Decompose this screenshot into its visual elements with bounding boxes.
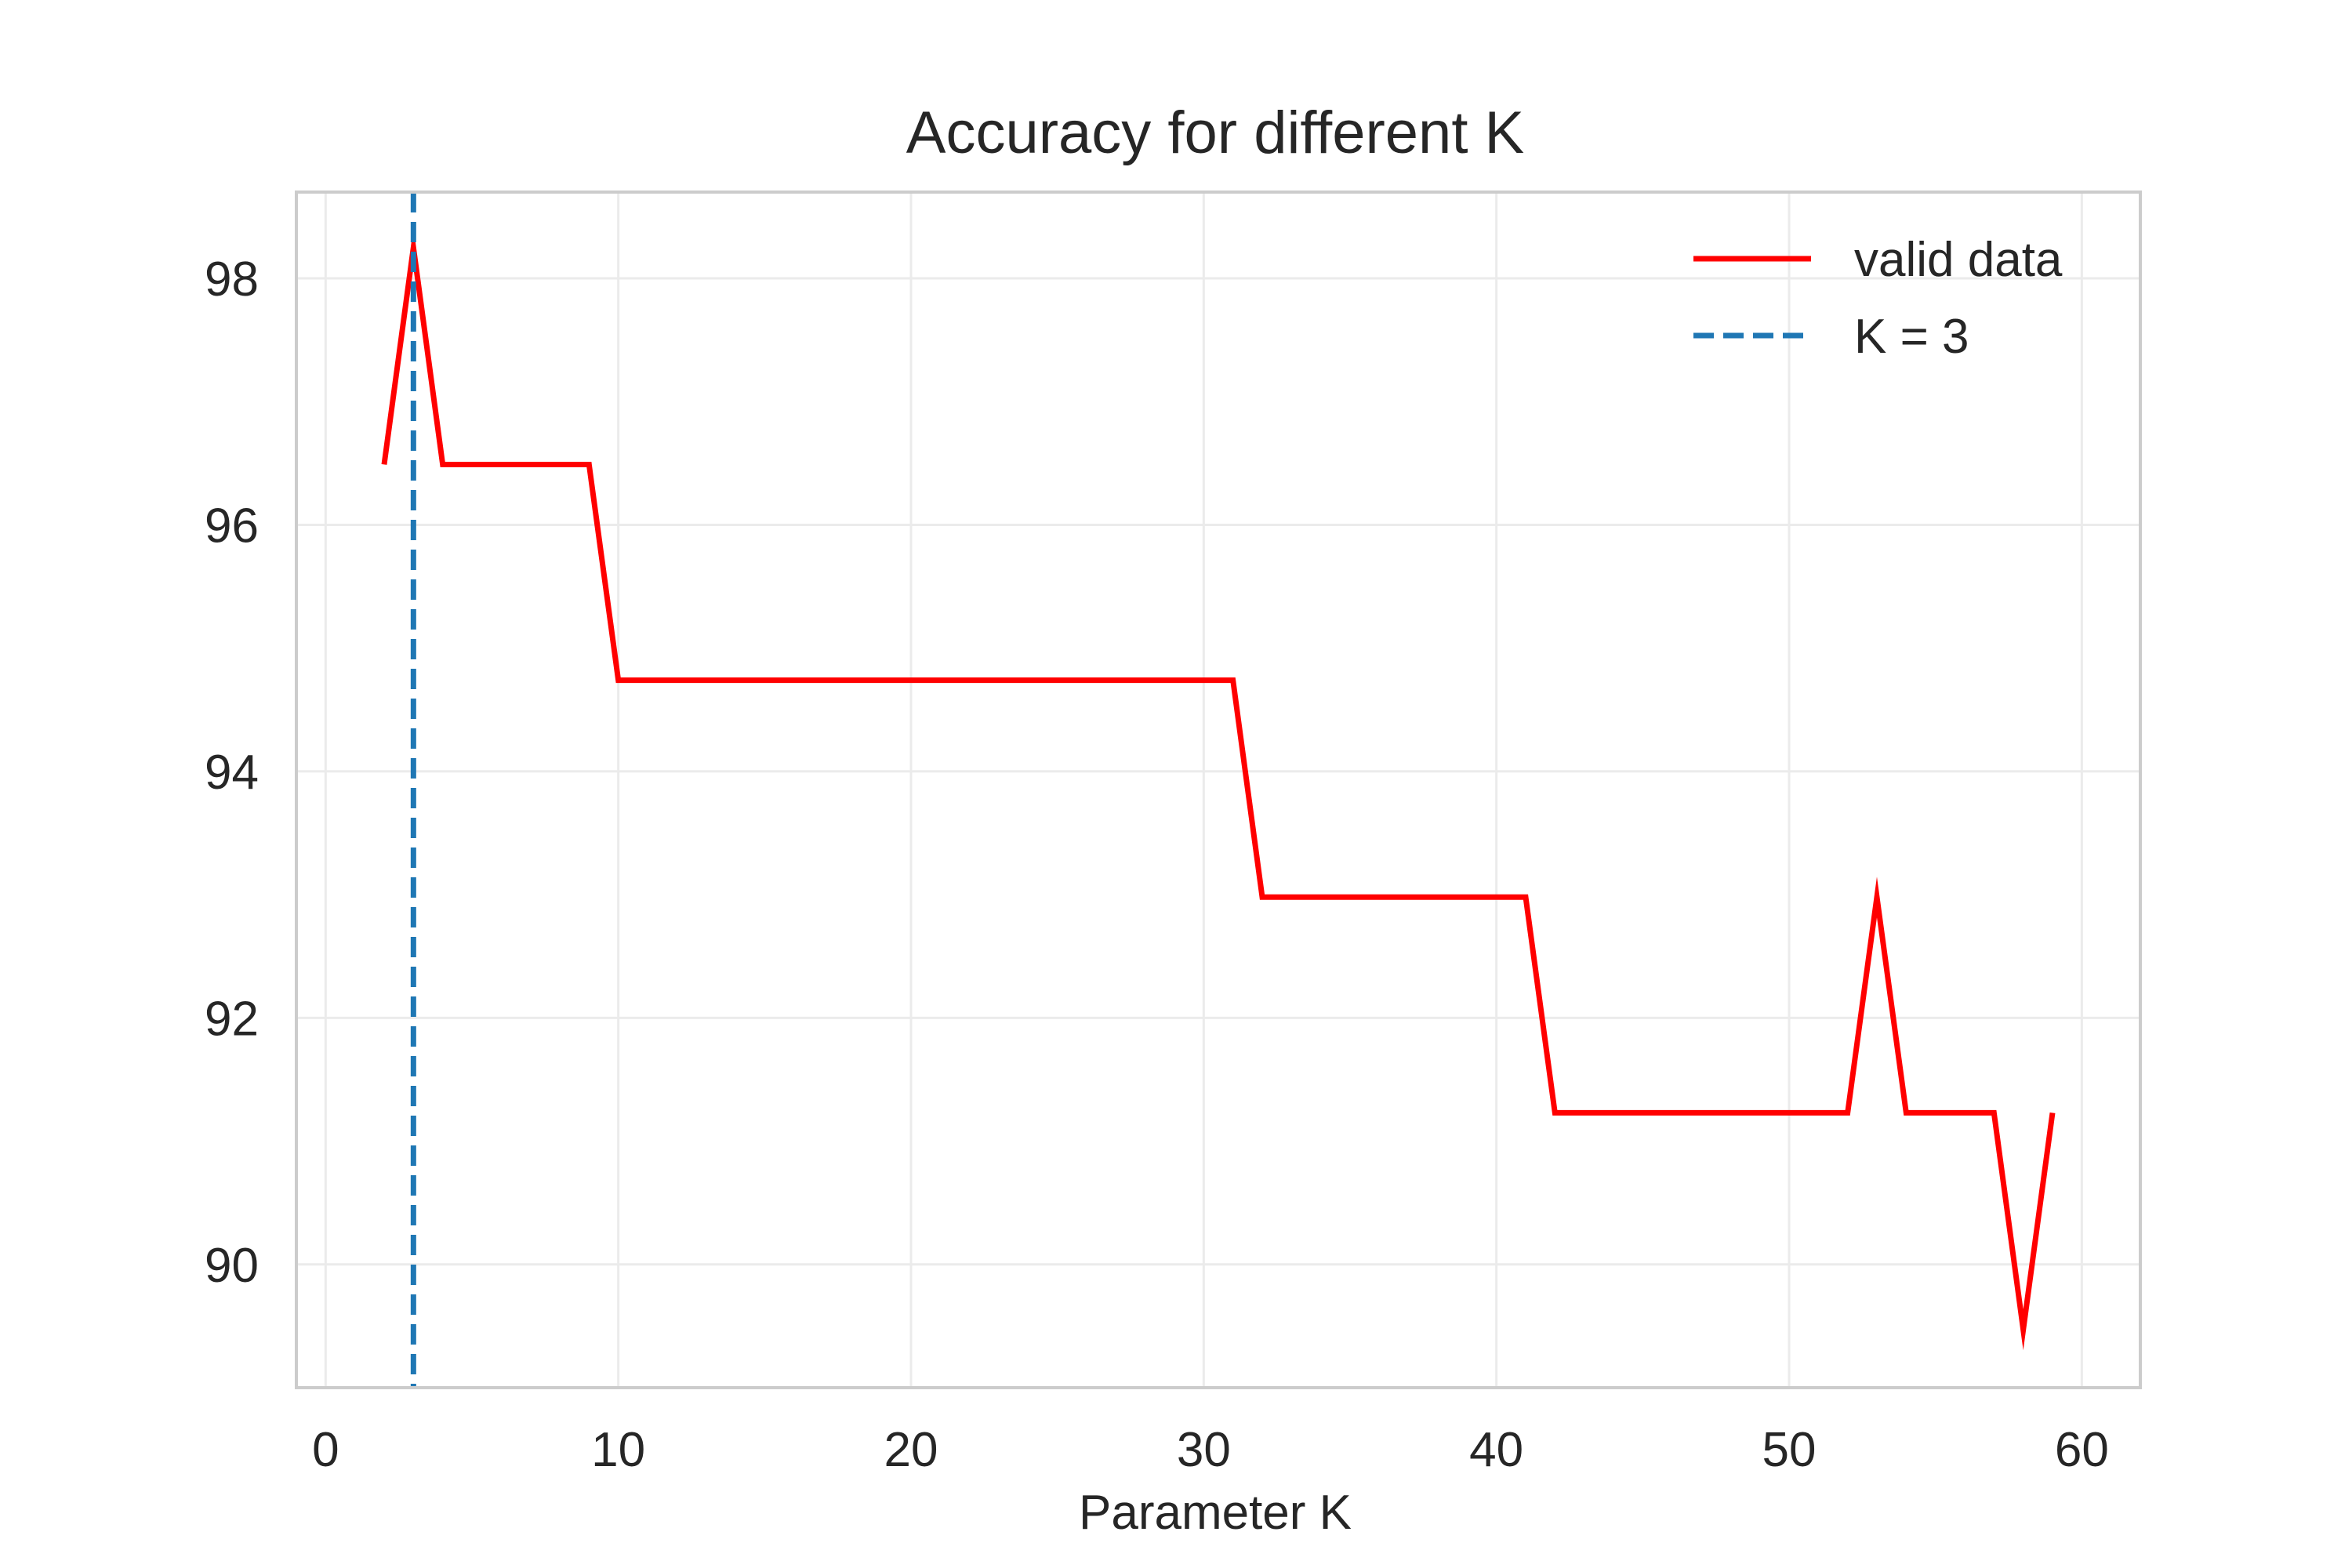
y-tick-label: 90	[205, 1239, 259, 1293]
y-tick-label: 94	[205, 746, 259, 800]
plot-frame	[295, 191, 2142, 1389]
x-tick-label: 20	[884, 1423, 938, 1477]
axis-ticks: 0 10 20 30 40 50 60 90 92 94 96 98	[205, 252, 2109, 1477]
legend-label-valid-data: valid data	[1854, 233, 2063, 287]
x-tick-label: 30	[1177, 1423, 1231, 1477]
legend: valid data K = 3	[1693, 233, 2063, 364]
legend-label-k-3: K = 3	[1854, 310, 1969, 364]
chart-title: Accuracy for different K	[906, 100, 1525, 166]
y-tick-label: 98	[205, 252, 259, 307]
x-tick-label: 0	[312, 1423, 339, 1477]
x-tick-label: 10	[591, 1423, 645, 1477]
x-tick-label: 60	[2055, 1423, 2109, 1477]
x-tick-label: 50	[1762, 1423, 1817, 1477]
series-line-valid-data	[381, 227, 2056, 1351]
x-axis-label: Parameter K	[1079, 1486, 1352, 1540]
y-tick-label: 92	[205, 992, 259, 1046]
grid	[296, 192, 2140, 1388]
y-tick-label: 96	[205, 499, 259, 553]
plot-area	[381, 192, 2056, 1388]
x-tick-label: 40	[1469, 1423, 1523, 1477]
